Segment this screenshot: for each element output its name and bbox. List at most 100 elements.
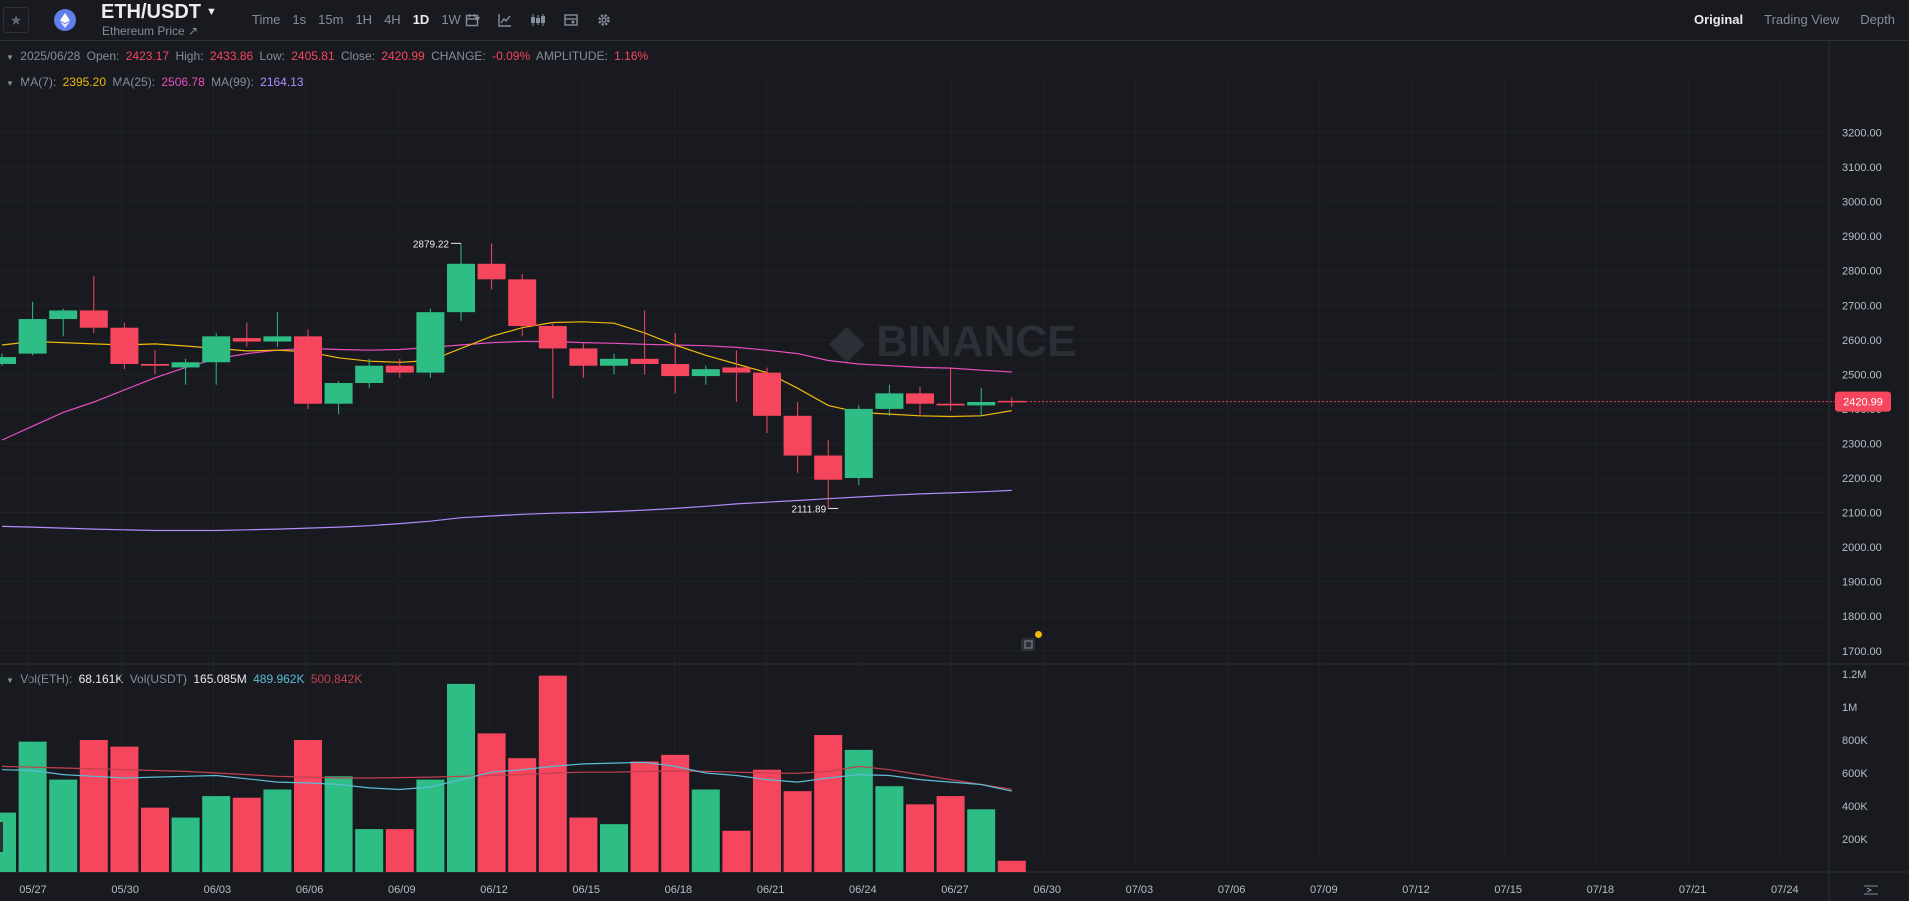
vol-ma1-line (1, 761, 1012, 792)
collapse-caret-icon[interactable]: ▼ (6, 676, 14, 685)
view-depth-tab[interactable]: Depth (1860, 12, 1895, 27)
gear-icon[interactable] (587, 12, 620, 28)
volume-bar (263, 789, 292, 872)
extreme-markers: 2879.22 2111.89 (413, 239, 839, 515)
candle[interactable] (141, 350, 169, 375)
candle[interactable] (232, 322, 261, 347)
candle[interactable] (355, 358, 384, 389)
pair-dropdown-caret-icon[interactable]: ▼ (206, 6, 217, 18)
volume-bar (447, 683, 475, 872)
candle-body (110, 327, 139, 364)
drawing-tool-icon[interactable] (488, 12, 521, 28)
candle-body (722, 367, 751, 373)
volume-bar (661, 754, 690, 872)
candle-body (49, 310, 78, 320)
candle[interactable] (18, 301, 47, 356)
candle[interactable] (630, 310, 659, 375)
price-tick-label: 2600.00 (1842, 335, 1882, 347)
chart-tools (455, 12, 620, 28)
candle[interactable] (385, 358, 414, 378)
interval-time[interactable]: Time (252, 12, 281, 27)
candle[interactable] (661, 332, 690, 394)
price-tick-label: 2900.00 (1842, 231, 1882, 243)
interval-1s[interactable]: 1s (292, 12, 307, 27)
volume-axis: 1.2M 1M 800K 600K 400K 200K (1842, 669, 1868, 846)
indicator-settings-icon[interactable] (554, 12, 587, 28)
candle[interactable] (110, 322, 139, 370)
candle[interactable] (294, 329, 322, 409)
candle[interactable] (538, 322, 567, 399)
date-tick-label: 05/27 (19, 884, 47, 896)
candle-type-icon[interactable] (521, 12, 554, 28)
scroll-handle[interactable] (0, 822, 3, 852)
chart-type-toggle-icon[interactable] (1021, 631, 1042, 651)
moving-average-lines (1, 321, 1012, 532)
volume-bar (630, 761, 659, 872)
price-tick-label: 2500.00 (1842, 369, 1882, 381)
candle-body (844, 408, 873, 478)
volume-tick-label: 400K (1842, 801, 1868, 813)
candle-body (447, 263, 475, 313)
candle[interactable] (722, 350, 751, 402)
view-original-tab[interactable]: Original (1694, 12, 1744, 27)
ma7-line (1, 321, 1012, 418)
candle[interactable] (691, 365, 720, 385)
date-tick-label: 06/21 (757, 884, 785, 896)
change-label: CHANGE: (431, 49, 486, 63)
date-tick-label: 07/18 (1587, 884, 1615, 896)
calendar-icon[interactable] (455, 12, 488, 28)
vol-ma2-line (1, 765, 1012, 790)
candle-body (997, 400, 1026, 403)
volume-bar (477, 733, 506, 872)
volume-bar (355, 829, 384, 872)
interval-1h[interactable]: 1H (355, 12, 373, 27)
candle[interactable] (600, 353, 628, 375)
candle[interactable] (906, 386, 934, 416)
candle[interactable] (0, 353, 16, 366)
interval-4h[interactable]: 4H (384, 12, 401, 27)
candle[interactable] (171, 358, 200, 385)
candle[interactable] (324, 381, 353, 415)
interval-1d[interactable]: 1D (412, 12, 430, 27)
view-tradingview-tab[interactable]: Trading View (1764, 12, 1840, 27)
candle[interactable] (875, 384, 904, 416)
candle[interactable] (844, 405, 873, 485)
candle[interactable] (263, 312, 292, 347)
candle[interactable] (79, 275, 108, 333)
ethereum-price-link[interactable]: Ethereum Price ↗ (102, 24, 199, 38)
candle[interactable] (783, 401, 812, 473)
candle-body (477, 263, 506, 280)
candle[interactable] (416, 308, 445, 378)
candle[interactable] (936, 367, 965, 411)
candle[interactable] (814, 439, 843, 509)
interval-15m[interactable]: 15m (318, 12, 344, 27)
ma-info-row: ▼ MA(7): 2395.20 MA(25): 2506.78 MA(99):… (6, 75, 307, 89)
candle[interactable] (202, 332, 231, 385)
candle-body (508, 279, 537, 326)
volume-info-row: ▼ Vol(ETH): 68.161K Vol(USDT) 165.085M 4… (6, 672, 365, 686)
candle[interactable] (477, 243, 506, 290)
amplitude-label: AMPLITUDE: (535, 49, 608, 63)
price-tick-label: 2200.00 (1842, 473, 1882, 485)
price-tick-label: 2700.00 (1842, 300, 1882, 312)
interval-1w[interactable]: 1W (441, 12, 461, 27)
candle[interactable] (753, 367, 781, 434)
pair-selector[interactable]: ETH/USDT (101, 1, 201, 23)
candle[interactable] (447, 243, 475, 321)
candle-body (967, 401, 996, 406)
candle[interactable] (49, 308, 78, 337)
date-tick-label: 06/18 (665, 884, 693, 896)
collapse-caret-icon[interactable]: ▼ (6, 79, 14, 88)
change-value: -0.09% (492, 49, 531, 63)
candle[interactable] (569, 343, 598, 378)
collapse-caret-icon[interactable]: ▼ (6, 53, 14, 62)
volume-bar (875, 786, 904, 872)
candle[interactable] (967, 388, 996, 416)
candle[interactable] (508, 274, 537, 337)
date-tick-label: 06/15 (572, 884, 600, 896)
volume-bar (722, 830, 751, 872)
volume-bar (997, 860, 1026, 872)
axis-settings-icon[interactable] (1864, 885, 1878, 895)
favorite-star-button[interactable]: ★ (3, 7, 29, 33)
